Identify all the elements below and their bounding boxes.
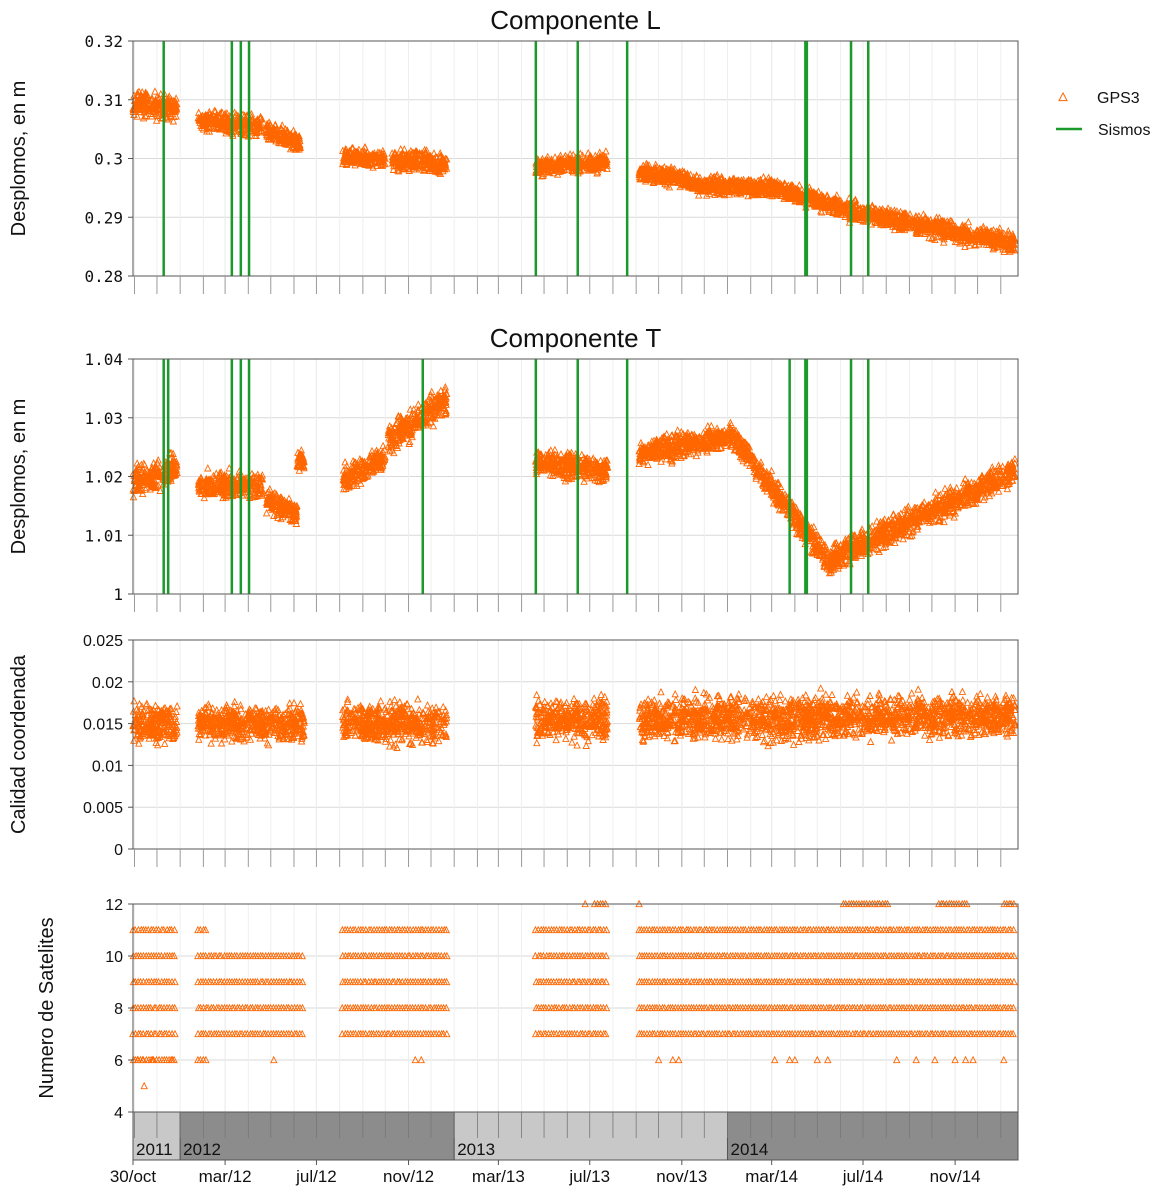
panel-title-l: Componente L — [490, 5, 661, 35]
y-tick-label: 0.01 — [92, 758, 123, 775]
x-tick-label: mar/14 — [745, 1167, 798, 1186]
y-axis-label-calidad: Calidad coordenada — [8, 654, 30, 834]
y-tick-label: 1.03 — [84, 409, 123, 428]
gps3-points — [129, 383, 1019, 577]
x-tick-label: 30/oct — [110, 1167, 157, 1186]
y-tick-label: 1.02 — [84, 468, 123, 487]
panel-calidad: 0 0.005 0.01 0.015 0.02 0.025 Calidad coorden… — [8, 633, 1019, 867]
y-tick-label: 0.025 — [83, 633, 123, 650]
year-band-segment — [453, 1111, 728, 1161]
x-tick-label: mar/13 — [472, 1167, 525, 1186]
y-axis-label-t: Desplomos, en m — [8, 399, 30, 555]
y-tick-label: 0.02 — [92, 675, 123, 692]
y-tick-label: 12 — [105, 897, 123, 914]
y-tick-label: 0.32 — [84, 32, 123, 51]
y-tick-label: 8 — [114, 1001, 123, 1018]
x-tick-label: nov/14 — [930, 1167, 981, 1186]
year-band-segment — [179, 1111, 455, 1161]
y-tick-label: 1 — [113, 585, 123, 604]
year-band-segment — [726, 1111, 1019, 1161]
x-tick-label: mar/12 — [199, 1167, 252, 1186]
legend-sismos-label: Sismos — [1098, 122, 1150, 139]
x-tick-label: jul/13 — [568, 1167, 610, 1186]
y-tick-label: 1.01 — [84, 526, 123, 545]
x-axis-ticks: 30/oct mar/12 jul/12 nov/12 mar/13 jul/13 nov/… — [110, 1160, 981, 1186]
panel-componente-t: 1 1.01 1.02 1.03 1.04 Componente T Desplomos… — [8, 323, 1019, 612]
y-tick-label: 0.3 — [94, 150, 123, 169]
y-tick-label: 1.04 — [84, 350, 123, 369]
year-label: 2013 — [457, 1140, 495, 1159]
year-label: 2012 — [183, 1140, 221, 1159]
y-tick-label: 0.29 — [84, 208, 123, 227]
gps3-points — [129, 87, 1019, 255]
y-axis-label-satelites: Numero de Satelites — [36, 917, 58, 1098]
y-tick-label: 0.015 — [83, 717, 123, 734]
y-tick-label: 0.28 — [84, 267, 123, 286]
panel-satelites: 4 6 8 10 12 Numero de Satelites — [36, 897, 1019, 1122]
y-tick-label: 4 — [114, 1105, 123, 1122]
year-band: 2011 2012 2013 2014 — [132, 1111, 1019, 1161]
legend-gps-marker — [1058, 91, 1068, 102]
x-tick-label: nov/13 — [656, 1167, 707, 1186]
y-tick-label: 10 — [105, 949, 123, 966]
panel-componente-l: 0.28 0.29 0.3 0.31 0.32 Componente L Desplom… — [8, 5, 1019, 294]
gps3-points — [129, 899, 1018, 1090]
y-tick-label: 0.31 — [84, 91, 123, 110]
y-tick-label: 0 — [114, 842, 123, 859]
y-tick-label: 0.005 — [83, 800, 123, 817]
legend-gps-label: GPS3 — [1097, 90, 1140, 107]
year-label: 2011 — [136, 1140, 173, 1159]
legend: GPS3 Sismos — [1056, 90, 1150, 139]
x-tick-label: nov/12 — [383, 1167, 434, 1186]
x-tick-label: jul/14 — [842, 1167, 884, 1186]
x-tick-label: jul/12 — [295, 1167, 337, 1186]
y-tick-label: 6 — [114, 1053, 123, 1070]
y-axis-label-l: Desplomos, en m — [8, 81, 30, 237]
gps3-points — [129, 684, 1019, 751]
panel-title-t: Componente T — [490, 323, 662, 353]
year-label: 2014 — [730, 1140, 768, 1159]
